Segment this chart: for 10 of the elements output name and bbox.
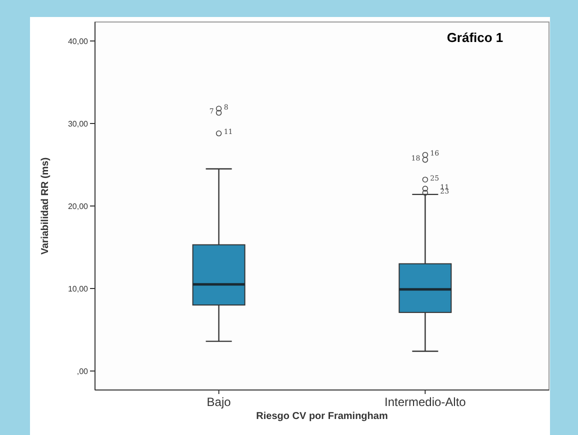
y-tick-label: ,00 — [76, 366, 89, 376]
text: Gráfico 1 — [446, 30, 504, 45]
y-tick-label: 40,00 — [68, 36, 89, 46]
x-axis-title: Riesgo CV por Framingham — [256, 411, 388, 422]
x-tick-label: Bajo — [206, 395, 232, 409]
x-tick-label: Intermedio-Alto — [384, 395, 466, 409]
y-axis-title: Variabilidad RR (ms) — [40, 157, 51, 255]
y-tick-label: 10,00 — [68, 284, 89, 294]
y-tick-label: 30,00 — [68, 119, 89, 128]
y-tick-label: 20,00 — [68, 202, 89, 211]
